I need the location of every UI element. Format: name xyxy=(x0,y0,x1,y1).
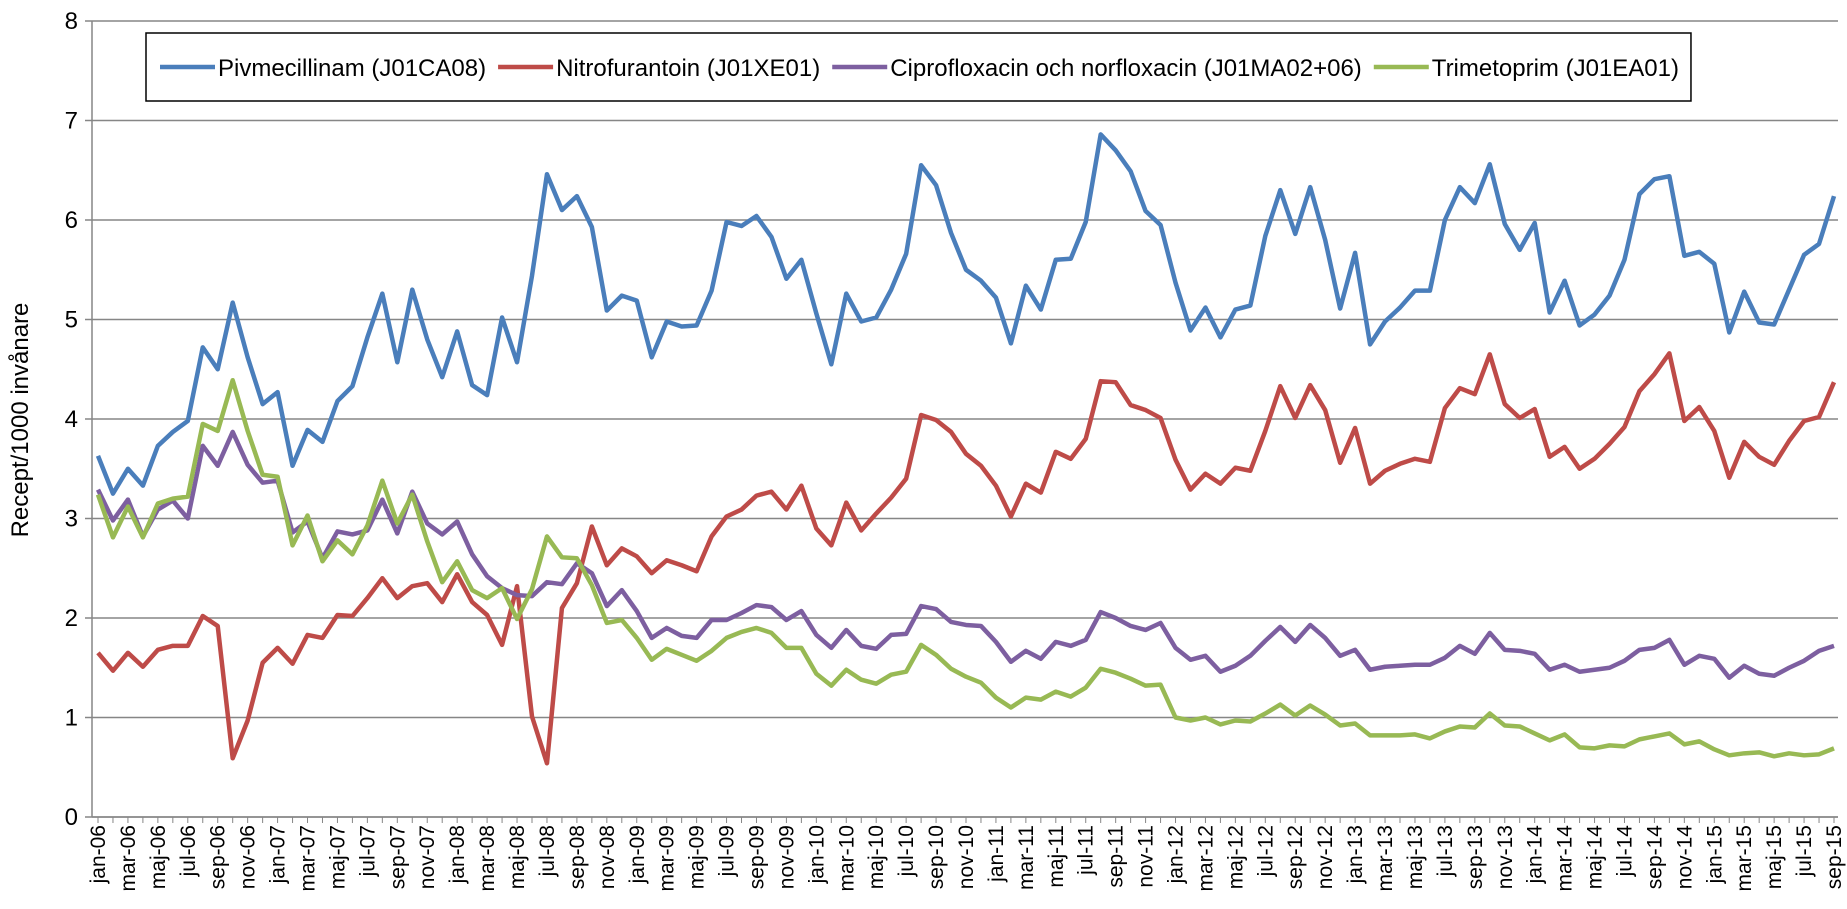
y-tick-label: 0 xyxy=(65,804,78,831)
x-tick-label: jul-09 xyxy=(716,825,739,877)
legend: Pivmecillinam (J01CA08) Nitrofurantoin (J… xyxy=(145,32,1692,102)
y-tick-label: 6 xyxy=(65,207,78,234)
x-tick-label: maj-13 xyxy=(1404,825,1427,889)
x-tick-label: jul-15 xyxy=(1793,825,1816,877)
x-tick-label: maj-07 xyxy=(326,825,349,889)
x-tick-label: jan-13 xyxy=(1344,825,1367,884)
y-tick-label: 8 xyxy=(65,8,78,35)
x-tick-label: maj-06 xyxy=(147,825,170,889)
x-tick-label: nov-14 xyxy=(1673,825,1696,890)
x-tick-label: jul-07 xyxy=(356,825,379,877)
x-tick-label: mar-12 xyxy=(1194,825,1217,892)
y-tick-label: 3 xyxy=(65,506,78,533)
x-tick-label: nov-10 xyxy=(955,825,978,889)
x-tick-label: jan-08 xyxy=(446,825,469,884)
x-tick-label: sep-13 xyxy=(1464,825,1487,889)
x-tick-label: jul-12 xyxy=(1254,825,1277,877)
x-tick-label: maj-09 xyxy=(686,825,709,889)
legend-label: Ciprofloxacin och norfloxacin (J01MA02+0… xyxy=(890,55,1362,82)
x-tick-label: sep-11 xyxy=(1105,825,1128,888)
x-tick-label: jul-08 xyxy=(536,825,559,877)
legend-label: Nitrofurantoin (J01XE01) xyxy=(556,55,820,82)
x-tick-label: mar-06 xyxy=(117,825,140,892)
x-tick-label: maj-10 xyxy=(865,825,888,889)
x-tick-label: jan-14 xyxy=(1524,825,1547,885)
y-axis-label: Recept/1000 invånare xyxy=(7,303,34,538)
y-tick-label: 5 xyxy=(65,307,78,334)
x-tick-label: sep-08 xyxy=(566,825,589,889)
x-tick-label: jul-13 xyxy=(1434,825,1457,877)
x-tick-label: mar-10 xyxy=(835,825,858,892)
x-tick-label: jan-09 xyxy=(626,825,649,884)
x-tick-label: jul-10 xyxy=(895,825,918,877)
x-tick-label: jul-06 xyxy=(177,825,200,877)
x-tick-label: maj-12 xyxy=(1224,825,1247,889)
x-tick-label: mar-14 xyxy=(1554,825,1577,892)
x-tick-label: mar-07 xyxy=(297,825,320,892)
x-tick-label: jan-06 xyxy=(87,825,110,884)
legend-label: Trimetoprim (J01EA01) xyxy=(1432,55,1679,82)
x-tick-label: maj-08 xyxy=(506,825,529,889)
series-line xyxy=(95,429,1835,680)
x-tick-label: nov-12 xyxy=(1314,825,1337,889)
legend-label: Pivmecillinam (J01CA08) xyxy=(218,55,486,82)
x-tick-label: nov-07 xyxy=(416,825,439,889)
x-tick-label: nov-06 xyxy=(237,825,260,889)
x-tick-label: jan-12 xyxy=(1165,825,1188,884)
x-tick-label: jan-11 xyxy=(985,825,1008,883)
x-tick-label: nov-09 xyxy=(775,825,798,889)
legend-box xyxy=(145,32,1692,102)
x-tick-label: mar-09 xyxy=(656,825,679,892)
y-tick-label: 4 xyxy=(65,406,78,433)
x-tick-label: sep-12 xyxy=(1284,825,1307,889)
x-tick-label: sep-06 xyxy=(207,825,230,889)
y-tick-label: 2 xyxy=(65,605,78,632)
x-tick-label: nov-13 xyxy=(1494,825,1517,889)
y-tick-label: 1 xyxy=(65,705,78,732)
x-tick-label: maj-14 xyxy=(1584,825,1607,890)
x-tick-label: nov-08 xyxy=(596,825,619,889)
x-tick-label: maj-11 xyxy=(1045,825,1068,888)
x-tick-label: mar-08 xyxy=(476,825,499,892)
x-tick-label: sep-14 xyxy=(1643,825,1666,890)
series-line xyxy=(96,351,1837,766)
x-tick-label: mar-11 xyxy=(1015,825,1038,890)
x-tick-label: sep-09 xyxy=(745,825,768,889)
series-line xyxy=(95,377,1835,759)
series-line xyxy=(95,132,1837,496)
x-tick-label: sep-10 xyxy=(925,825,948,889)
x-tick-label: jan-07 xyxy=(267,825,290,884)
x-tick-label: jan-15 xyxy=(1703,825,1726,884)
x-tick-label: sep-15 xyxy=(1823,825,1846,889)
x-tick-label: jan-10 xyxy=(805,825,828,884)
x-tick-label: sep-07 xyxy=(386,825,409,889)
x-tick-label: mar-13 xyxy=(1374,825,1397,892)
x-tick-label: jul-14 xyxy=(1613,825,1636,878)
x-tick-label: nov-11 xyxy=(1135,825,1158,888)
x-tick-label: jul-11 xyxy=(1075,825,1098,876)
y-tick-label: 7 xyxy=(65,108,78,135)
x-tick-label: mar-15 xyxy=(1733,825,1756,892)
x-tick-label: maj-15 xyxy=(1763,825,1786,889)
